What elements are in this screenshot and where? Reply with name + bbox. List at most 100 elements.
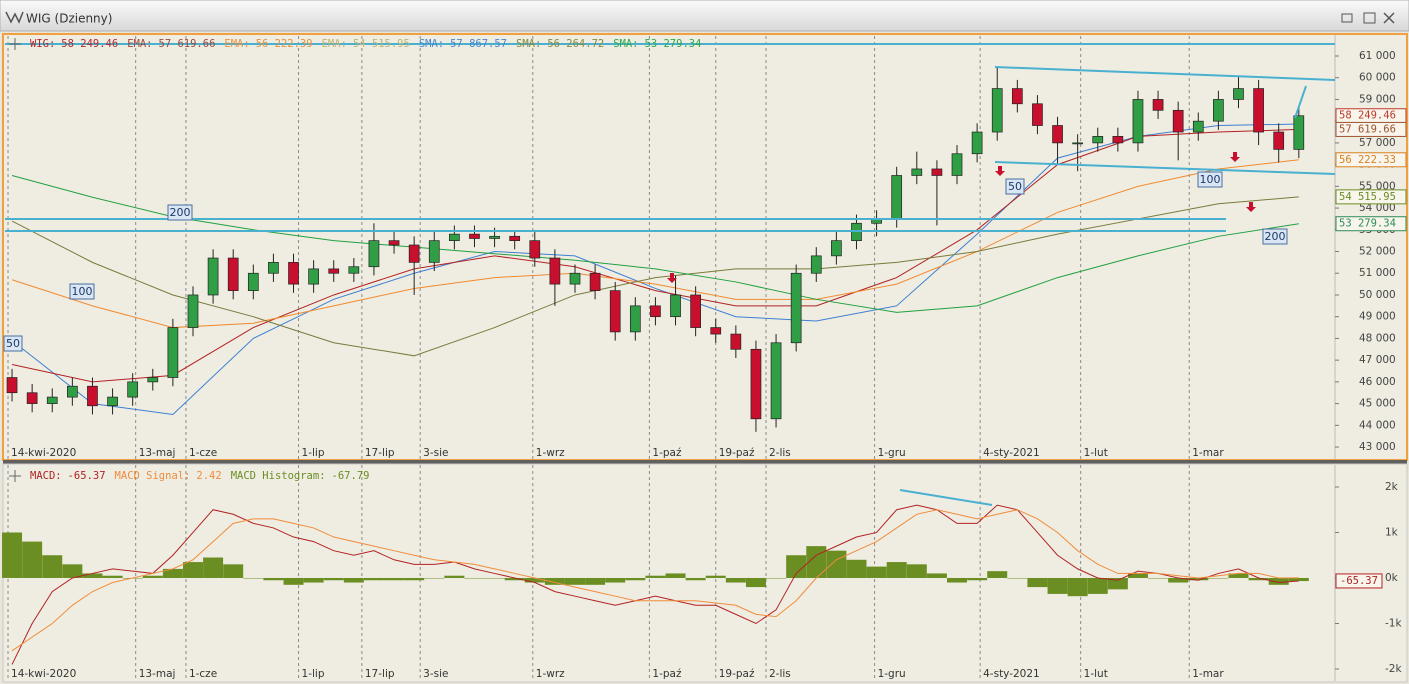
- x-tick-label: 1-mar: [1192, 668, 1224, 680]
- x-tick-label: 1-mar: [1192, 447, 1224, 459]
- histogram-bar: [745, 577, 766, 588]
- candle-body: [629, 305, 641, 333]
- legend-name: SMA:: [419, 38, 444, 50]
- candle-body: [931, 168, 943, 176]
- close-button[interactable]: [1383, 12, 1395, 24]
- price-tag: [1335, 216, 1407, 232]
- candle-body: [127, 381, 139, 398]
- y-tick-label: 49 000: [1359, 311, 1396, 323]
- histogram-bar: [1127, 573, 1148, 578]
- candle-body: [1273, 131, 1285, 150]
- x-tick-label: 1-lut: [1084, 668, 1108, 680]
- minimize-button[interactable]: [1341, 13, 1353, 23]
- restore-button[interactable]: [1363, 12, 1376, 24]
- candle-body: [107, 396, 118, 407]
- histogram-bar: [685, 577, 706, 581]
- x-tick-label: 19-paź: [719, 668, 755, 680]
- histogram-bar: [323, 577, 344, 581]
- candle-body: [348, 266, 360, 274]
- down-arrow: [995, 166, 1005, 176]
- candle-body: [589, 272, 601, 291]
- histogram-bar: [766, 577, 787, 579]
- legend-name: EMA:: [322, 38, 347, 50]
- x-tick-label: 1-cze: [189, 447, 217, 459]
- x-tick-label: 1-lip: [302, 668, 325, 680]
- histogram-bar: [1007, 577, 1028, 579]
- histogram-bar: [1188, 577, 1209, 581]
- moving-average-line: [11, 123, 1299, 415]
- legend-value: 57 867.57: [450, 38, 507, 50]
- candle-body: [1092, 136, 1104, 144]
- macd-line: [11, 504, 1299, 665]
- candle-body: [408, 244, 420, 263]
- candle-body: [730, 333, 742, 350]
- x-tick-label: 1-wrz: [536, 668, 565, 680]
- candle-body: [1253, 88, 1264, 133]
- histogram-bar: [1228, 573, 1249, 578]
- candle-body: [328, 268, 340, 274]
- legend-name: MACD Signal:: [115, 470, 191, 482]
- candle-body: [87, 385, 98, 407]
- overlay-layer: WIG: 58 249.46 EMA: 57 619.66 EMA: 56 222.39 E…: [9, 38, 1407, 589]
- window-controls[interactable]: [1341, 12, 1395, 24]
- legend-name: MACD Histogram:: [231, 470, 326, 482]
- y-tick-label: -1k: [1385, 617, 1402, 629]
- candle-body: [489, 235, 500, 239]
- histogram-bar: [363, 577, 384, 581]
- candle-body: [670, 294, 681, 318]
- y-tick-label: 1k: [1385, 526, 1399, 538]
- candle-body: [710, 327, 722, 335]
- histogram-bar: [62, 564, 83, 578]
- price-layer: 14-kwi-2020 13-maj 1-cze 1-lip 17-lip 3-sie 1-…: [2, 36, 1402, 680]
- y-tick-label: 50 000: [1359, 289, 1396, 301]
- arrows: [667, 152, 1256, 283]
- candle-body: [1152, 99, 1164, 111]
- x-tick-label: 4-sty-2021: [983, 447, 1040, 459]
- histogram-bar: [524, 577, 545, 583]
- histogram-bar: [263, 577, 284, 581]
- candle-body: [147, 377, 159, 383]
- histogram-bar: [303, 577, 324, 583]
- x-tick-label: 1-lut: [1084, 447, 1108, 459]
- legend-value: 2.42: [196, 470, 221, 482]
- histogram-bar: [967, 577, 988, 581]
- x-tick-label: 1-paź: [652, 668, 682, 680]
- moving-average-line: [11, 159, 1299, 329]
- histogram-bar: [886, 562, 907, 578]
- y-tick-label: 55 000: [1359, 180, 1396, 192]
- histogram-bar: [605, 577, 626, 583]
- histogram-bar: [987, 571, 1008, 578]
- histogram-bar: [1168, 577, 1189, 583]
- histogram-bar: [22, 541, 43, 578]
- histogram-bar: [544, 577, 565, 585]
- histogram-bar: [283, 577, 304, 585]
- x-tick-label: 1-gru: [878, 447, 906, 459]
- candle-body: [67, 385, 78, 398]
- x-tick-label: 1-lip: [302, 447, 325, 459]
- histogram-bar: [162, 568, 183, 578]
- legend-value: -67.79: [332, 470, 370, 482]
- x-tick-label: 17-lip: [365, 447, 395, 459]
- histogram-bar: [203, 557, 224, 578]
- histogram-bar: [2, 532, 23, 578]
- histogram-bar: [947, 577, 968, 583]
- annotation-box: [69, 283, 95, 300]
- candle-body: [167, 327, 179, 378]
- move-icon: [9, 38, 21, 50]
- histogram-bar: [223, 564, 244, 578]
- x-tick-label: 19-paź: [719, 447, 755, 459]
- histogram-bar: [464, 577, 485, 579]
- price-panel: [2, 33, 1408, 461]
- trend-line: [994, 161, 1336, 175]
- legend-value: 56 264.72: [547, 38, 604, 50]
- candle-body: [1112, 136, 1124, 144]
- y-tick-label: 47 000: [1359, 354, 1396, 366]
- price-tag-label: 57 619.66: [1339, 123, 1396, 135]
- x-tick-label: 4-sty-2021: [983, 668, 1040, 680]
- moving-average-line: [11, 128, 1299, 383]
- candle-body: [549, 257, 561, 285]
- macd-line: [11, 509, 1299, 652]
- candle-body: [449, 233, 460, 242]
- candle-body: [891, 175, 903, 220]
